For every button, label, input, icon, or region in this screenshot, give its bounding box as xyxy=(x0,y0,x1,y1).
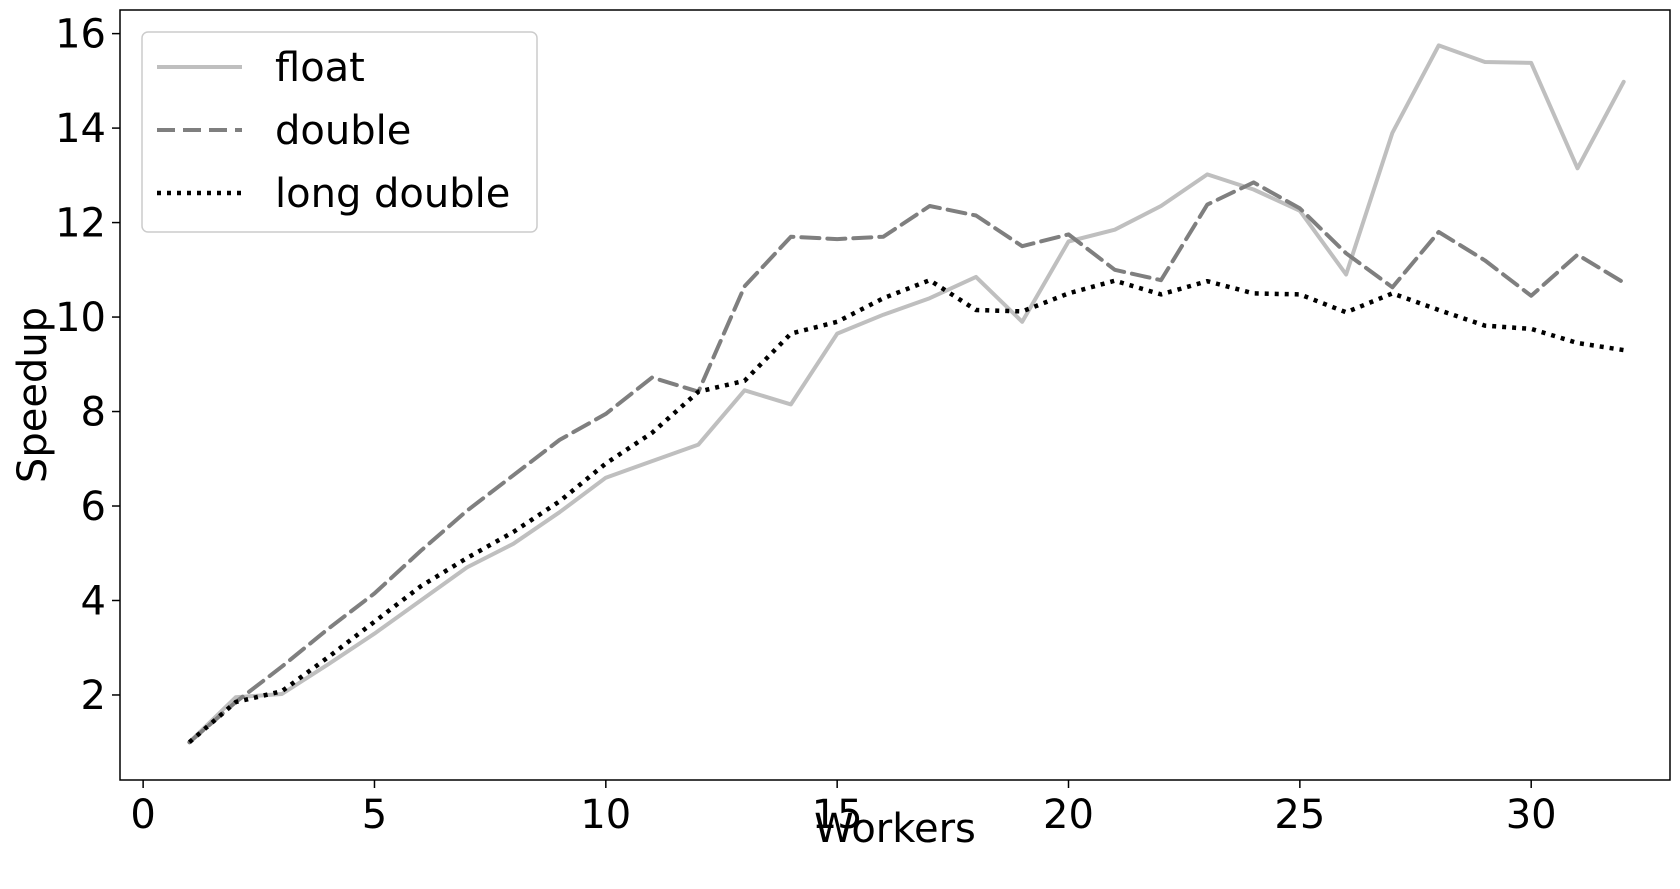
x-tick-label: 25 xyxy=(1274,792,1325,838)
x-tick-label: 5 xyxy=(362,792,387,838)
legend: float double long double xyxy=(141,31,538,233)
x-tick-label: 0 xyxy=(130,792,155,838)
series-line-long-double xyxy=(187,277,1625,744)
y-axis: 2 4 6 8 10 12 14 16 xyxy=(55,12,120,719)
x-tick-label: 15 xyxy=(812,792,863,838)
legend-label-double: double xyxy=(275,108,411,154)
plot-frame xyxy=(119,9,1671,781)
x-tick-label: 20 xyxy=(1043,792,1094,838)
series-layer xyxy=(187,43,1626,745)
y-tick-label: 12 xyxy=(55,201,106,247)
x-tick-label: 30 xyxy=(1506,792,1557,838)
x-tick-label: 10 xyxy=(580,792,631,838)
y-axis-label: Speedup xyxy=(10,307,56,483)
y-tick-label: 4 xyxy=(81,578,106,624)
y-tick-label: 8 xyxy=(81,390,106,436)
legend-label-float: float xyxy=(275,45,365,91)
y-tick-label: 14 xyxy=(55,106,106,152)
legend-box xyxy=(141,31,538,233)
y-tick-label: 6 xyxy=(81,484,106,530)
series-line-double xyxy=(187,180,1626,745)
y-tick-label: 2 xyxy=(81,673,106,719)
legend-label-long-double: long double xyxy=(275,171,510,217)
y-tick-label: 16 xyxy=(55,12,106,58)
y-tick-label: 10 xyxy=(55,295,106,341)
x-axis: 0 5 10 15 20 25 30 xyxy=(130,780,1557,838)
series-line-float xyxy=(187,43,1626,745)
x-axis-label: Workers xyxy=(814,806,976,852)
